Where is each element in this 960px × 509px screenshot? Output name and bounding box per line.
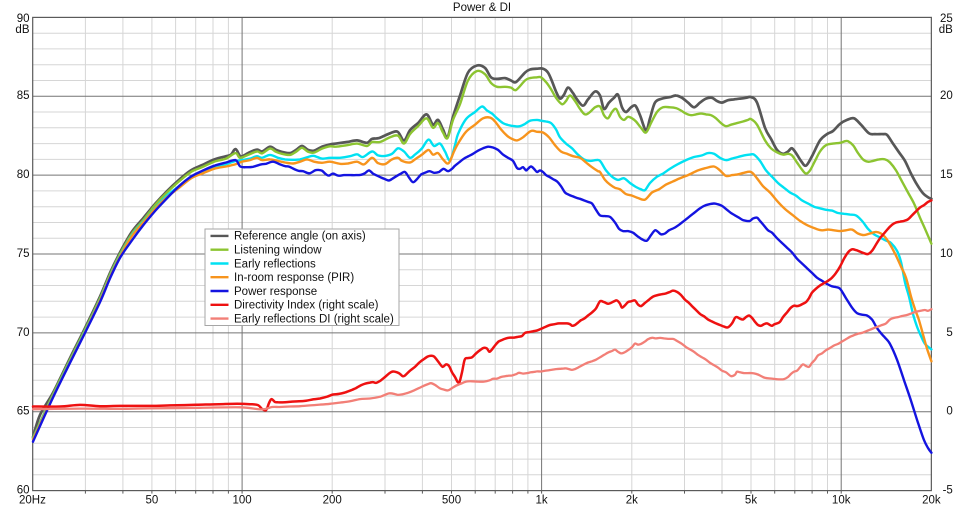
svg-text:1k: 1k — [536, 495, 548, 507]
svg-text:Reference angle (on axis): Reference angle (on axis) — [234, 231, 366, 243]
svg-text:20Hz: 20Hz — [19, 495, 46, 507]
svg-text:Listening window: Listening window — [234, 245, 322, 257]
svg-text:200: 200 — [323, 495, 342, 507]
svg-text:Power & DI: Power & DI — [453, 2, 511, 14]
svg-text:500: 500 — [442, 495, 461, 507]
svg-text:90: 90 — [17, 13, 30, 25]
svg-text:-5: -5 — [943, 485, 953, 497]
svg-text:5k: 5k — [745, 495, 757, 507]
svg-text:25: 25 — [940, 13, 953, 25]
svg-text:70: 70 — [17, 327, 30, 339]
svg-text:0: 0 — [946, 406, 952, 418]
svg-text:65: 65 — [17, 406, 30, 418]
svg-text:75: 75 — [17, 248, 30, 260]
svg-text:80: 80 — [17, 169, 30, 181]
svg-text:dB: dB — [939, 24, 953, 36]
svg-text:20k: 20k — [922, 495, 941, 507]
svg-text:5: 5 — [946, 327, 952, 339]
svg-text:2k: 2k — [626, 495, 638, 507]
svg-text:20: 20 — [940, 90, 953, 102]
svg-text:60: 60 — [17, 485, 30, 497]
svg-text:In-room response (PIR): In-room response (PIR) — [234, 272, 354, 284]
svg-text:Power response: Power response — [234, 286, 317, 298]
svg-text:Early reflections DI (right sc: Early reflections DI (right scale) — [234, 313, 394, 325]
svg-text:10: 10 — [940, 248, 953, 260]
svg-text:100: 100 — [233, 495, 252, 507]
svg-text:Early reflections: Early reflections — [234, 258, 316, 270]
svg-text:50: 50 — [146, 495, 159, 507]
svg-text:85: 85 — [17, 90, 30, 102]
svg-text:Directivity Index (right scale: Directivity Index (right scale) — [234, 300, 379, 312]
svg-text:10k: 10k — [832, 495, 851, 507]
svg-text:15: 15 — [940, 169, 953, 181]
svg-text:dB: dB — [15, 24, 29, 36]
